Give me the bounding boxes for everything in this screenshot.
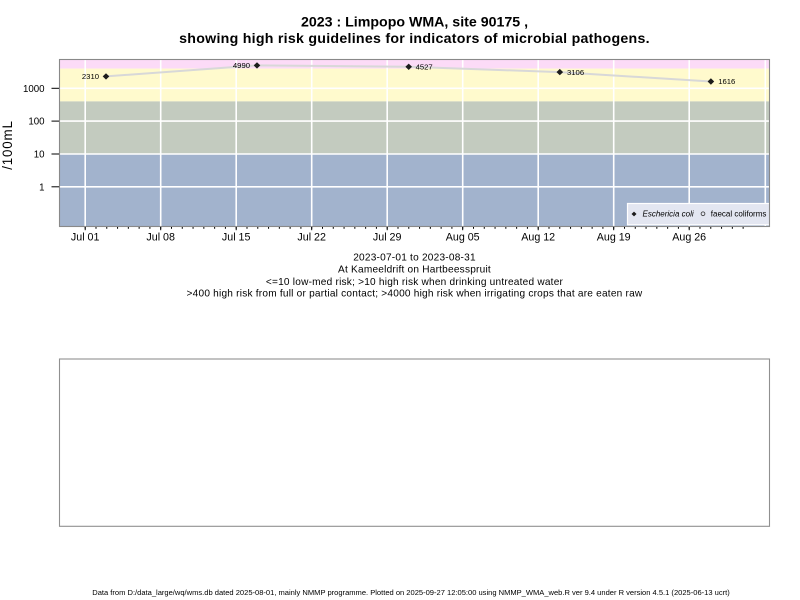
svg-text:Data from D:/data_large/wq/wms: Data from D:/data_large/wq/wms.db dated … bbox=[92, 588, 730, 597]
svg-text:Aug 19: Aug 19 bbox=[597, 232, 631, 244]
svg-text:Jul 01: Jul 01 bbox=[71, 232, 100, 244]
svg-text:Aug 05: Aug 05 bbox=[446, 232, 480, 244]
svg-text:2310: 2310 bbox=[82, 72, 99, 81]
svg-text:4990: 4990 bbox=[233, 61, 250, 70]
svg-text:faecal coliforms: faecal coliforms bbox=[711, 210, 767, 219]
svg-text:<=10 low-med risk; >10 high ri: <=10 low-med risk; >10 high risk when dr… bbox=[266, 277, 564, 288]
svg-text:showing high risk guidelines f: showing high risk guidelines for indicat… bbox=[179, 31, 650, 47]
svg-text:Jul 29: Jul 29 bbox=[373, 232, 402, 244]
svg-text:Jul 08: Jul 08 bbox=[146, 232, 175, 244]
svg-text:At Kameeldrift on Hartbeesspru: At Kameeldrift on Hartbeesspruit bbox=[338, 264, 491, 275]
svg-text:Aug 12: Aug 12 bbox=[521, 232, 555, 244]
svg-text:Aug 26: Aug 26 bbox=[672, 232, 706, 244]
svg-text:1000: 1000 bbox=[23, 84, 45, 95]
svg-text:1616: 1616 bbox=[718, 77, 735, 86]
svg-text:3106: 3106 bbox=[567, 68, 584, 77]
svg-text:>400 high risk from full or pa: >400 high risk from full or partial cont… bbox=[187, 289, 643, 300]
svg-text:4527: 4527 bbox=[416, 63, 433, 72]
svg-text:2023-07-01 to 2023-08-31: 2023-07-01 to 2023-08-31 bbox=[353, 253, 476, 264]
svg-text:10: 10 bbox=[34, 150, 45, 161]
svg-text:1: 1 bbox=[39, 182, 44, 193]
svg-text:/100mL: /100mL bbox=[0, 120, 15, 169]
svg-text:Eschericia coli: Eschericia coli bbox=[643, 210, 694, 219]
svg-text:Jul 22: Jul 22 bbox=[297, 232, 326, 244]
svg-text:100: 100 bbox=[28, 117, 45, 128]
svg-text:Jul 15: Jul 15 bbox=[222, 232, 251, 244]
svg-text:2023 : Limpopo WMA, site 90175: 2023 : Limpopo WMA, site 90175 , bbox=[301, 15, 528, 31]
